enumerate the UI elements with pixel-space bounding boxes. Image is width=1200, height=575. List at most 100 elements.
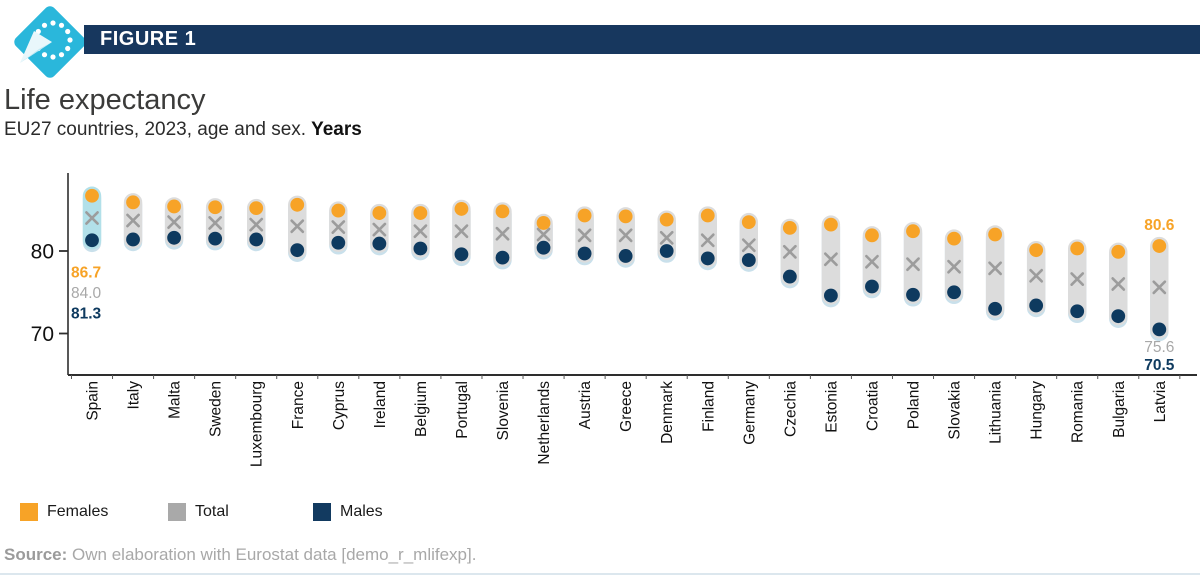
legend-label-females: Females	[47, 503, 109, 520]
country-label: Belgium	[413, 381, 430, 437]
male-dot	[454, 247, 469, 262]
country-label: Latvia	[1152, 381, 1169, 423]
female-dot	[1029, 243, 1044, 258]
male-dot	[536, 240, 551, 255]
legend-label-males: Males	[340, 503, 383, 520]
female-dot	[906, 224, 920, 239]
total-x-marker	[372, 222, 387, 237]
female-dot	[167, 199, 182, 214]
total-x-marker	[618, 228, 633, 243]
male-dot	[865, 279, 879, 294]
female-dot	[372, 206, 387, 220]
y-tick-label: 70	[31, 323, 54, 346]
column-luxembourg: Luxembourg	[247, 198, 266, 467]
column-greece: Greece	[616, 207, 635, 432]
range-bar	[985, 225, 1005, 318]
legend-label-total: Total	[195, 503, 229, 520]
annotation-females: 80.6	[1144, 217, 1175, 234]
column-finland: Finland	[698, 206, 717, 432]
female-dot	[85, 188, 99, 203]
total-x-marker	[1111, 277, 1126, 291]
annotation-latvia: 80.6 75.670.5	[1144, 217, 1175, 374]
total-x-marker	[577, 228, 592, 243]
male-dot	[495, 250, 510, 265]
country-label: Cyprus	[331, 381, 348, 430]
female-dot	[249, 201, 264, 216]
column-france: France	[288, 195, 307, 429]
range-bar	[698, 206, 717, 268]
female-dot	[782, 221, 797, 235]
country-label: Estonia	[823, 381, 840, 433]
country-label: Portugal	[454, 381, 471, 439]
total-x-marker	[824, 252, 838, 267]
male-dot	[413, 241, 428, 256]
male-dot	[700, 251, 715, 266]
column-slovenia: Slovenia	[493, 202, 512, 440]
female-dot	[865, 228, 879, 243]
male-dot	[85, 233, 99, 248]
male-dot	[1070, 304, 1085, 319]
country-label: Sweden	[208, 381, 225, 437]
column-malta: Malta	[164, 197, 184, 419]
annotation-spain: 86.7 84.0 81.3	[71, 264, 102, 322]
column-hungary: Hungary	[1026, 240, 1046, 440]
column-slovakia: Slovakia	[944, 229, 964, 440]
total-x-marker	[208, 216, 223, 230]
male-dot	[1111, 309, 1126, 324]
male-dot	[1029, 298, 1044, 313]
column-belgium: Belgium	[411, 203, 430, 437]
female-dot	[577, 208, 592, 223]
country-label: Austria	[577, 381, 594, 430]
column-austria: Austria	[575, 206, 594, 429]
female-dot	[700, 208, 715, 223]
female-dot	[1111, 244, 1126, 259]
column-denmark: Denmark	[657, 210, 676, 444]
male-dot	[249, 232, 264, 247]
male-dot	[741, 253, 756, 267]
figure-banner: FIGURE 1	[84, 25, 1200, 54]
column-cyprus: Cyprus	[329, 201, 348, 430]
column-czechia: Czechia	[780, 218, 799, 437]
country-label: Germany	[741, 381, 758, 445]
column-sweden: Sweden	[205, 198, 225, 437]
annotation-males: 81.3	[71, 305, 102, 322]
column-bulgaria: Bulgaria	[1109, 242, 1128, 438]
total-x-marker	[167, 215, 181, 230]
total-x-marker	[454, 224, 469, 239]
total-x-marker	[126, 213, 140, 228]
male-dot	[906, 287, 920, 302]
female-dot	[659, 212, 674, 227]
country-label: Lithuania	[988, 381, 1005, 444]
page-subtitle-unit: Years	[311, 119, 362, 140]
female-dot	[1070, 241, 1085, 256]
male-dot	[290, 243, 305, 258]
country-label: Denmark	[659, 381, 676, 444]
male-dot	[947, 285, 961, 300]
column-latvia: Latvia	[1150, 236, 1169, 423]
country-label: Greece	[618, 381, 635, 432]
total-x-marker	[1070, 272, 1085, 286]
annotation-females: 86.7	[71, 264, 101, 281]
total-x-marker	[782, 244, 797, 259]
total-x-marker	[249, 217, 264, 232]
legend-item-males: Males	[313, 503, 383, 521]
total-x-marker	[413, 224, 428, 239]
column-lithuania: Lithuania	[985, 225, 1005, 444]
column-italy: Italy	[123, 193, 143, 409]
male-dot	[1152, 322, 1167, 337]
female-dot	[988, 227, 1002, 242]
country-label: Slovenia	[495, 381, 512, 441]
total-x-marker	[659, 230, 674, 245]
male-dot	[782, 269, 797, 284]
country-label: Spain	[85, 381, 102, 421]
total-x-marker	[495, 226, 510, 241]
column-romania: Romania	[1068, 239, 1087, 443]
eu-stars-cursor-diamond-icon	[14, 6, 86, 78]
male-dot	[988, 301, 1002, 316]
bottom-divider	[0, 573, 1200, 575]
logo-cursor-shade	[20, 42, 52, 63]
female-dot	[947, 231, 961, 246]
country-label: Netherlands	[536, 381, 553, 465]
male-dot	[208, 231, 223, 246]
column-estonia: Estonia	[821, 215, 840, 433]
